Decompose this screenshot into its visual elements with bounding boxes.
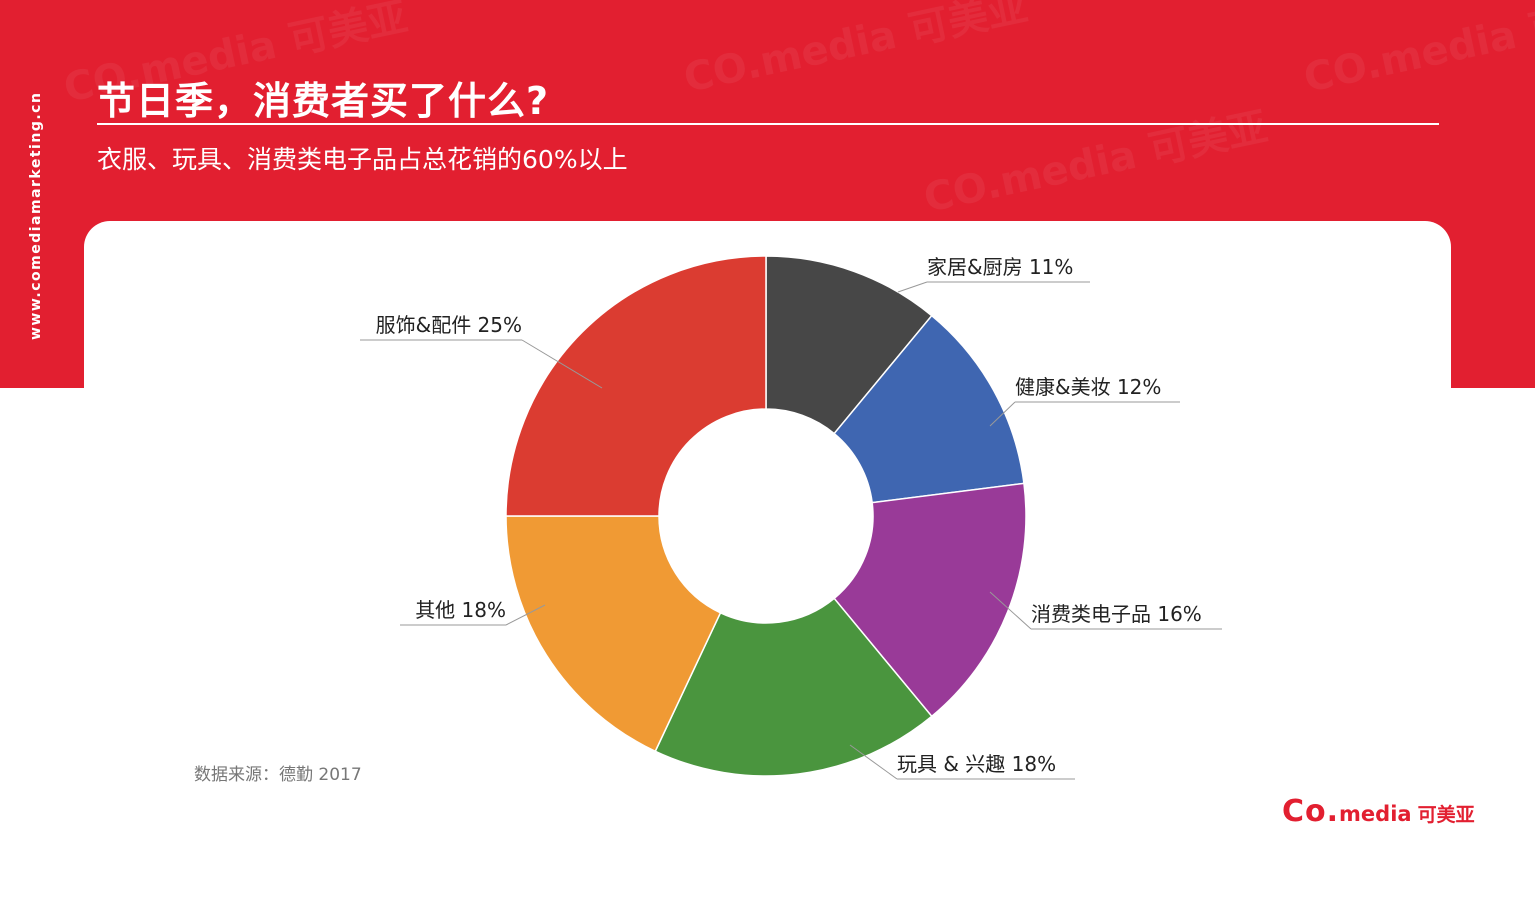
brand-logo: Co.media 可美亚 (1282, 794, 1475, 829)
slice-label: 其他 18% (415, 598, 506, 622)
label-leader (505, 604, 546, 626)
label-leader (521, 339, 603, 389)
donut-slice (833, 482, 1027, 718)
source-note: 数据来源：德勤 2017 (194, 765, 362, 785)
donut-slice (654, 597, 933, 777)
brand-cn: 可美亚 (1417, 804, 1475, 826)
donut-slice (765, 255, 933, 435)
donut-chart: 家居&厨房 11% 健康&美妆 12% 消费类电子品 16% 玩具 & 兴趣 18% 其… (360, 255, 1222, 780)
slice-label: 消费类电子品 16% (1031, 602, 1202, 626)
page-title: 节日季，消费者买了什么? (97, 79, 550, 123)
donut-slice (505, 515, 722, 753)
slice-label: 健康&美妆 12% (1015, 375, 1161, 399)
label-leader (849, 744, 898, 780)
label-leader (989, 591, 1032, 630)
donut-slice (505, 255, 767, 517)
brand-co: Co. (1282, 794, 1340, 829)
title-divider (97, 123, 1439, 125)
page-subtitle: 衣服、玩具、消费类电子品占总花销的60%以上 (97, 145, 628, 174)
donut-slice (833, 314, 1025, 504)
label-leader (989, 401, 1016, 427)
slice-label: 家居&厨房 11% (927, 255, 1073, 279)
slice-label: 玩具 & 兴趣 18% (897, 752, 1056, 776)
label-leader (897, 281, 928, 293)
brand-media: media (1339, 802, 1412, 826)
slice-label: 服饰&配件 25% (376, 313, 522, 337)
